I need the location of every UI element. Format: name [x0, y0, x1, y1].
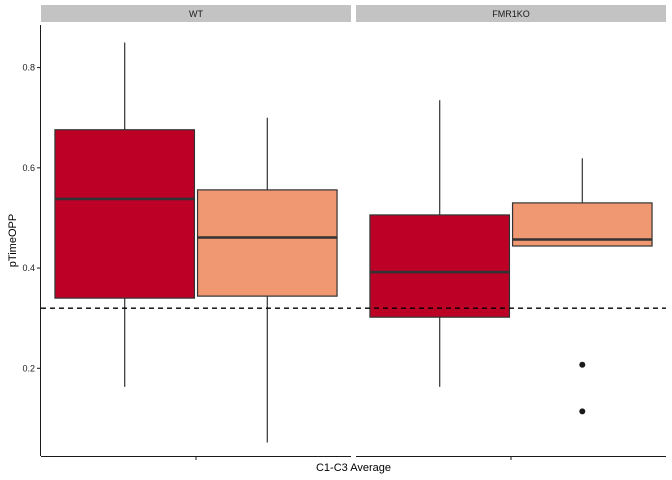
y-axis-title: pTimeOPP: [7, 214, 19, 267]
outlier-point: [579, 408, 586, 415]
y-tick-label: 0.6: [22, 163, 35, 173]
y-tick-label: 0.2: [22, 363, 35, 373]
facet-strip-wt: [41, 5, 351, 22]
box-iqr: [369, 214, 511, 318]
y-tick-label: 0.8: [22, 63, 35, 73]
facet-label-wt: WT: [189, 9, 203, 19]
outlier-point: [579, 361, 586, 368]
y-ticks: 0.2 0.4 0.6 0.8: [22, 63, 41, 373]
box-iqr: [54, 129, 196, 299]
facet-label-fmr1ko: FMR1KO: [492, 9, 530, 19]
y-tick-label: 0.4: [22, 263, 35, 273]
facet-strip-fmr1ko: [356, 5, 666, 22]
box-iqr: [196, 189, 338, 297]
x-axis-title: C1-C3 Average: [316, 462, 391, 474]
box-marks: [54, 42, 653, 443]
